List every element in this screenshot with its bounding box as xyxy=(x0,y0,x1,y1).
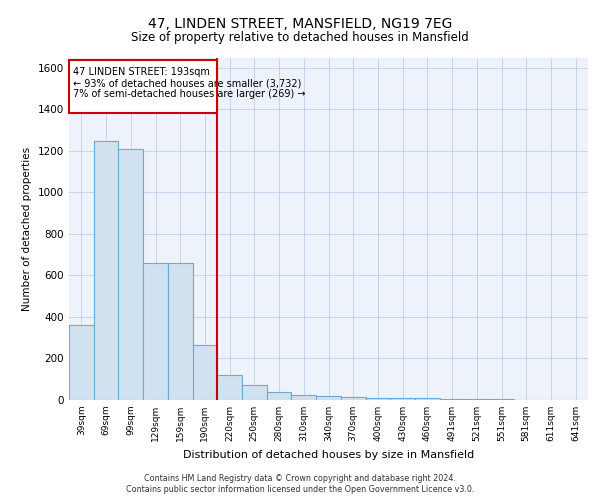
Y-axis label: Number of detached properties: Number of detached properties xyxy=(22,146,32,311)
Bar xyxy=(94,140,118,400)
Text: 7% of semi-detached houses are larger (269) →: 7% of semi-detached houses are larger (2… xyxy=(73,88,305,99)
Bar xyxy=(440,399,464,400)
Text: 47, LINDEN STREET, MANSFIELD, NG19 7EG: 47, LINDEN STREET, MANSFIELD, NG19 7EG xyxy=(148,18,452,32)
Bar xyxy=(365,398,390,400)
Bar xyxy=(69,326,94,400)
Bar xyxy=(118,149,143,400)
Bar xyxy=(292,395,316,400)
Bar xyxy=(143,263,168,400)
Bar xyxy=(168,263,193,400)
Text: Contains HM Land Registry data © Crown copyright and database right 2024.
Contai: Contains HM Land Registry data © Crown c… xyxy=(126,474,474,494)
Text: Size of property relative to detached houses in Mansfield: Size of property relative to detached ho… xyxy=(131,31,469,44)
Bar xyxy=(217,375,242,400)
Bar xyxy=(242,386,267,400)
Bar xyxy=(415,398,440,400)
Bar xyxy=(341,397,365,400)
Text: 47 LINDEN STREET: 193sqm: 47 LINDEN STREET: 193sqm xyxy=(73,67,209,77)
Bar xyxy=(193,345,217,400)
Text: ← 93% of detached houses are smaller (3,732): ← 93% of detached houses are smaller (3,… xyxy=(73,78,301,88)
X-axis label: Distribution of detached houses by size in Mansfield: Distribution of detached houses by size … xyxy=(183,450,474,460)
Bar xyxy=(316,396,341,400)
Bar xyxy=(267,392,292,400)
FancyBboxPatch shape xyxy=(69,60,217,112)
Bar xyxy=(390,398,415,400)
